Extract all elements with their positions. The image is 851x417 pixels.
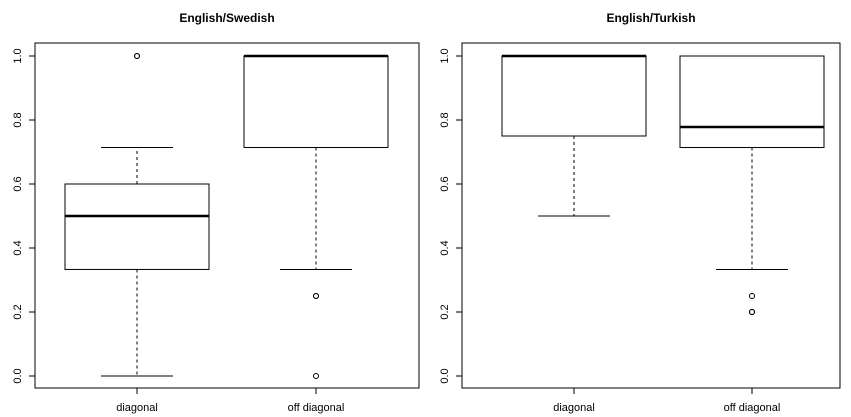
x-tick-label: diagonal (553, 402, 595, 414)
x-tick-label: diagonal (116, 402, 158, 414)
y-tick-label: 0.8 (439, 112, 451, 127)
box-iqr (243, 55, 389, 149)
panel-english-swedish: English/Swedish 0.0 0.2 0.4 0.6 0.8 1.0 diagon… (12, 11, 420, 414)
outlier-point (313, 293, 319, 299)
y-tick-label: 1.0 (12, 48, 24, 63)
x-tick-label: off diagonal (288, 402, 345, 414)
y-tick-label: 0.0 (439, 368, 451, 383)
plot-frame (34, 42, 420, 389)
outlier-point (749, 309, 755, 315)
y-tick-label: 0.4 (439, 240, 451, 255)
y-tick-label: 0.8 (12, 112, 24, 127)
y-tick-label: 0.6 (439, 176, 451, 191)
box-iqr (679, 55, 825, 149)
y-tick-label: 0.0 (12, 368, 24, 383)
outlier-point (313, 373, 319, 379)
outlier-point (134, 53, 140, 59)
box-iqr (64, 183, 210, 270)
y-tick-label: 0.6 (12, 176, 24, 191)
y-tick-label: 1.0 (439, 48, 451, 63)
outlier-point (749, 293, 755, 299)
y-tick-label: 0.2 (12, 304, 24, 319)
y-tick-label: 0.2 (439, 304, 451, 319)
box-iqr (501, 55, 647, 137)
chart-title: English/Turkish (606, 11, 695, 25)
y-tick-label: 0.4 (12, 240, 24, 255)
x-tick-label: off diagonal (724, 402, 781, 414)
panel-english-turkish: English/Turkish 0.0 0.2 0.4 0.6 0.8 1.0 diagon… (439, 11, 841, 414)
plot-frame (461, 42, 841, 389)
chart-title: English/Swedish (179, 11, 274, 25)
